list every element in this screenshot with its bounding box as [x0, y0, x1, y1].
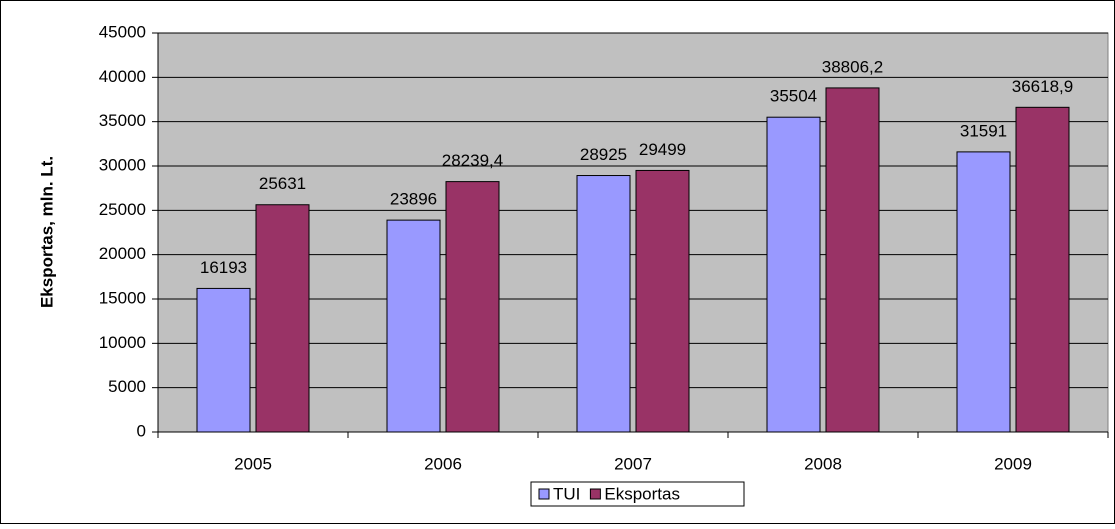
y-tick-label: 5000 [108, 377, 146, 396]
bar [386, 219, 441, 433]
y-tick-label: 0 [137, 421, 146, 440]
bar [956, 151, 1011, 433]
y-tick-label: 15000 [99, 288, 146, 307]
bar [576, 175, 631, 433]
x-tick-label: 2007 [614, 454, 652, 473]
legend-label: TUI [553, 484, 580, 503]
value-label: 38806,2 [822, 57, 883, 76]
y-tick-label: 10000 [99, 333, 146, 352]
value-label: 16193 [200, 258, 247, 277]
bar [196, 287, 251, 433]
value-label: 35504 [770, 87, 817, 106]
x-tick-label: 2006 [424, 454, 462, 473]
x-tick-label: 2005 [234, 454, 272, 473]
y-tick-label: 25000 [99, 200, 146, 219]
y-tick-label: 30000 [99, 155, 146, 174]
bar [1015, 106, 1070, 433]
value-label: 28925 [580, 145, 627, 164]
value-label: 29499 [639, 140, 686, 159]
value-label: 31591 [960, 121, 1007, 140]
bar [635, 169, 690, 433]
legend-swatch [589, 488, 601, 500]
x-tick-label: 2009 [994, 454, 1032, 473]
value-label: 36618,9 [1012, 77, 1073, 96]
legend-swatch [538, 488, 550, 500]
bar [766, 116, 821, 433]
bar [825, 87, 880, 433]
bar [255, 204, 310, 433]
legend-label: Eksportas [604, 484, 680, 503]
bar [445, 181, 500, 433]
value-label: 28239,4 [442, 151, 503, 170]
y-tick-label: 35000 [99, 111, 146, 130]
legend-box [530, 481, 745, 507]
value-label: 23896 [390, 190, 437, 209]
x-tick-label: 2008 [804, 454, 842, 473]
y-tick-label: 20000 [99, 244, 146, 263]
plot-area [157, 32, 1109, 433]
value-label: 25631 [259, 174, 306, 193]
y-tick-label: 40000 [99, 67, 146, 86]
y-tick-label: 45000 [99, 22, 146, 41]
y-axis-label: Eksportas, mln. Lt. [37, 156, 56, 308]
